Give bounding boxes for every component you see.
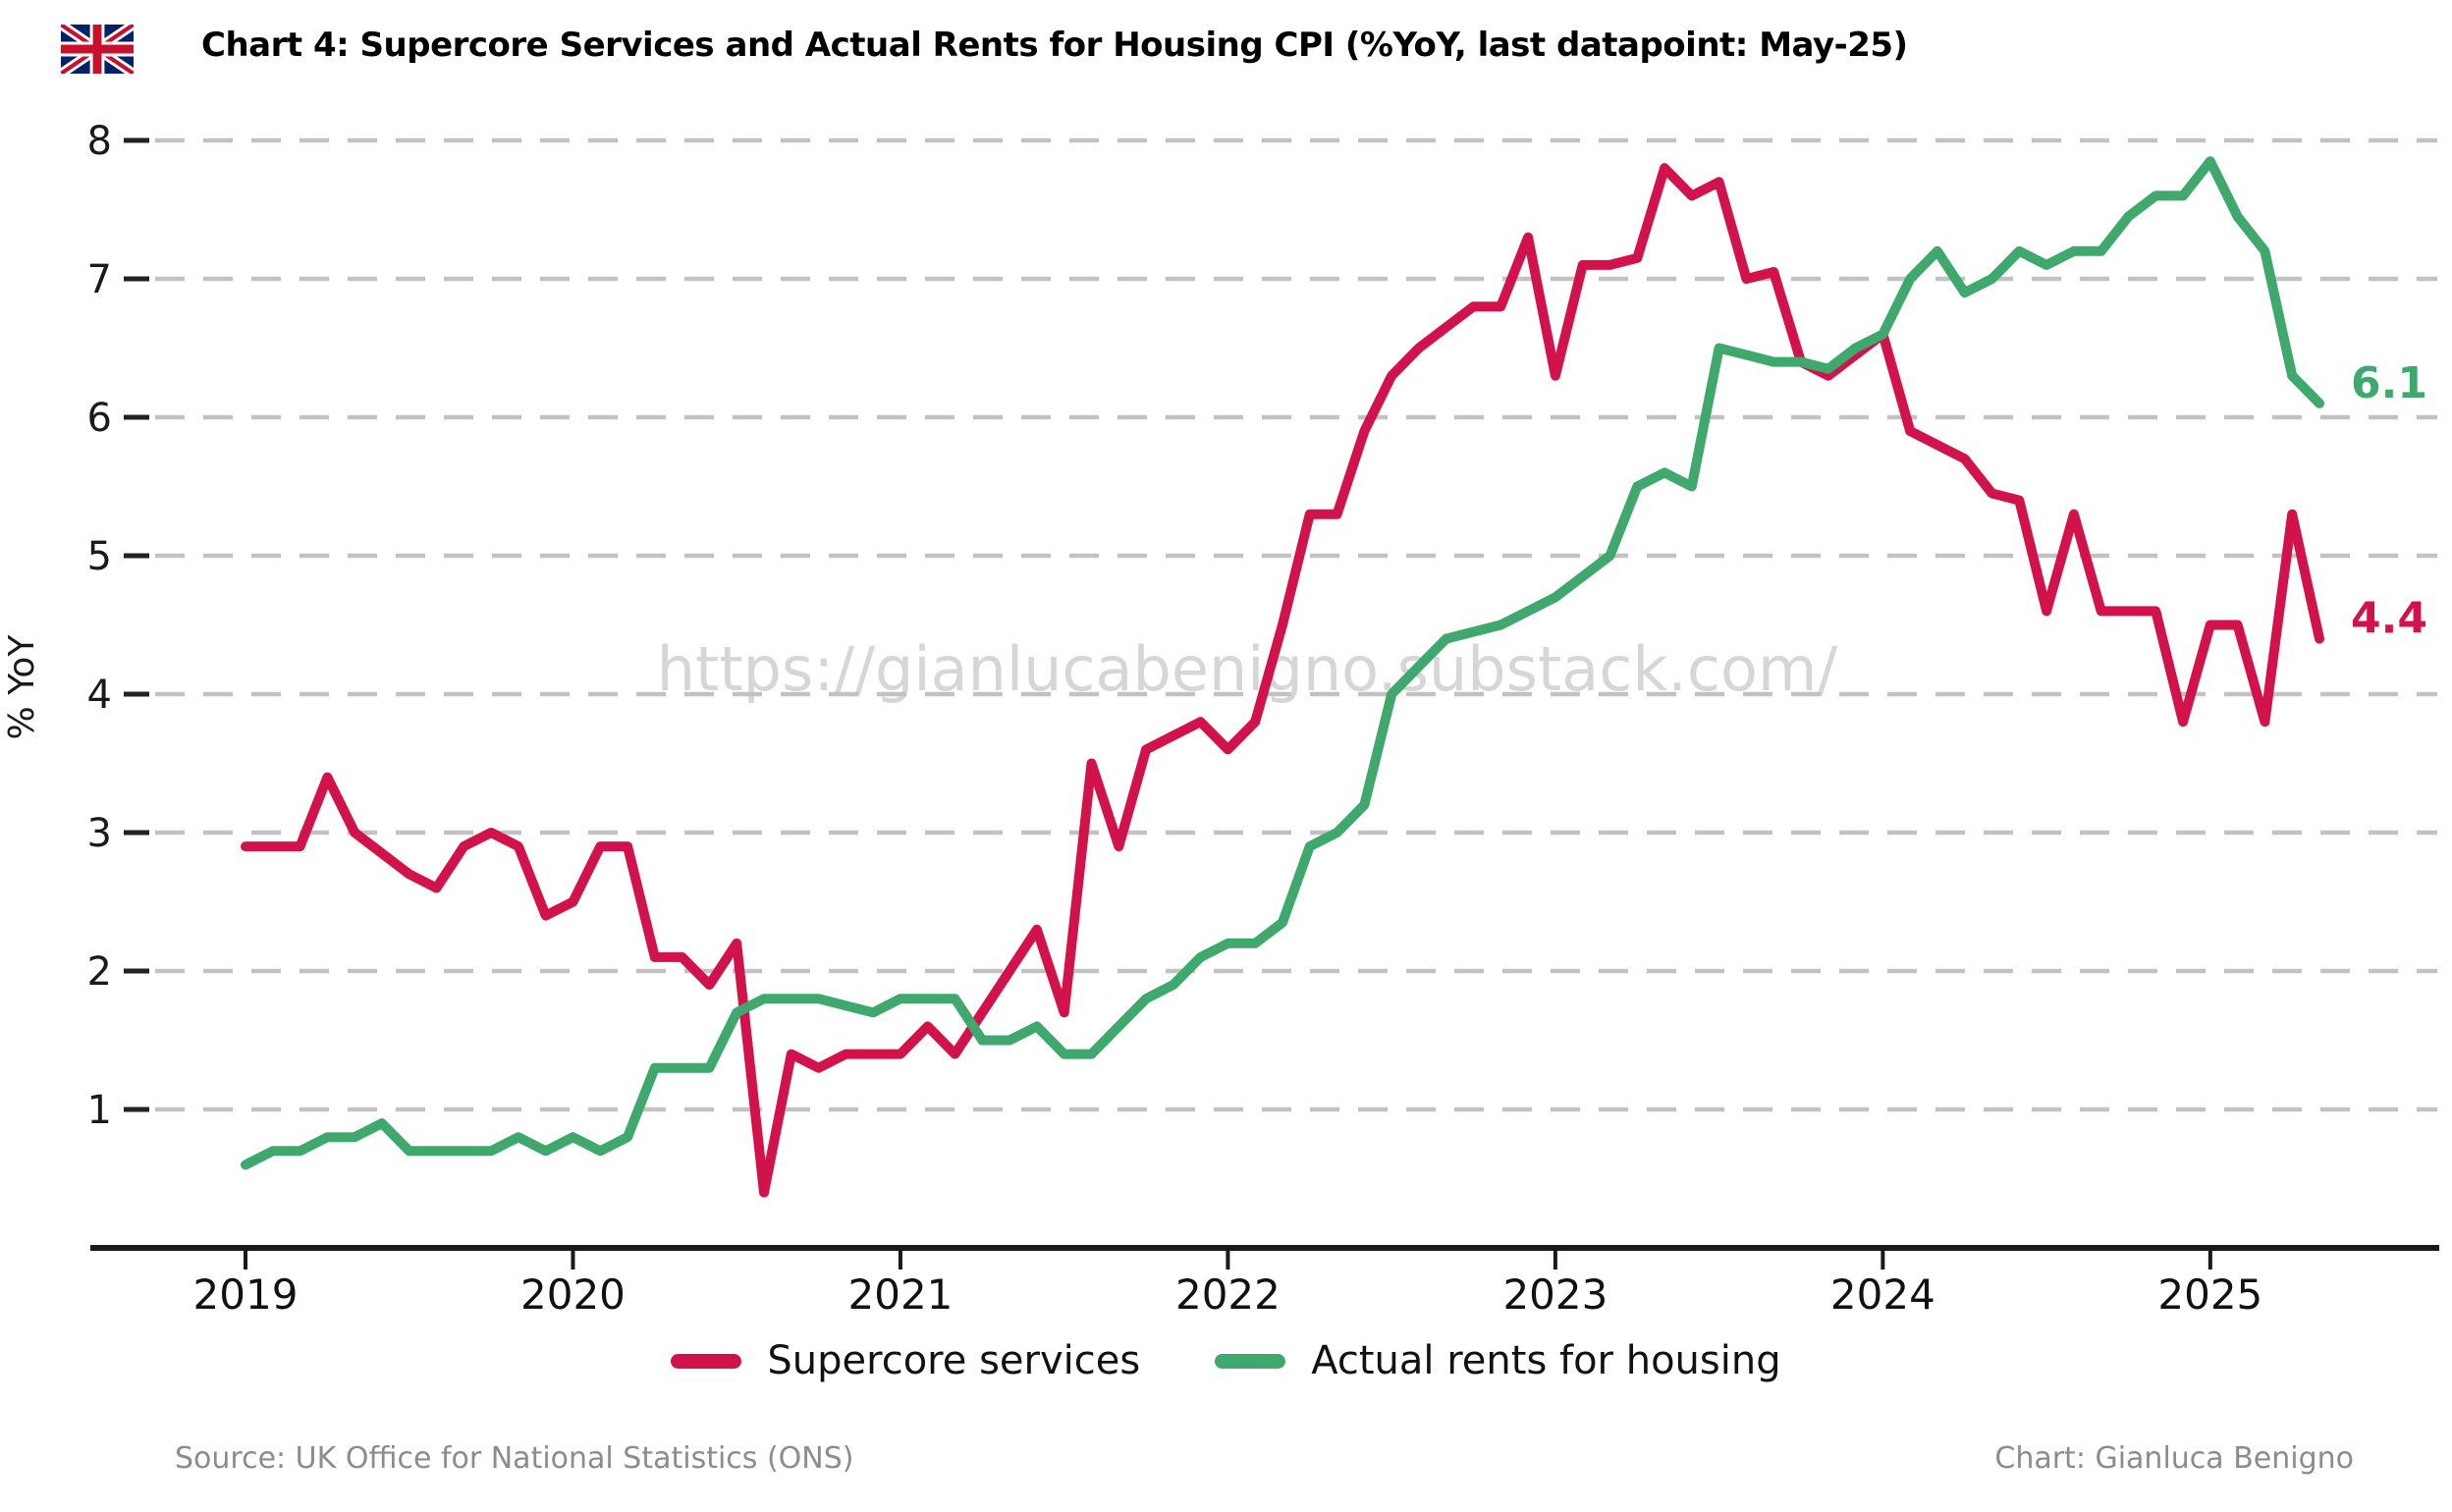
gridlines [155,137,2437,1112]
x-tick-label: 2020 [520,1270,626,1319]
end-label-rents: 6.1 [2351,358,2427,408]
x-tick-label: 2024 [1830,1270,1935,1319]
y-tick-label: 6 [87,396,112,441]
legend-item-rents: Actual rents for housing [1215,1338,1781,1383]
y-tick-label: 8 [87,119,112,164]
x-tick-label: 2022 [1175,1270,1280,1319]
chart-title: Chart 4: Supercore Services and Actual R… [201,26,1908,65]
y-tick-label: 1 [87,1088,112,1133]
end-label-supercore: 4.4 [2351,594,2427,644]
legend-label-rents: Actual rents for housing [1311,1338,1781,1383]
y-axis-title: % YoY [2,634,42,740]
legend-swatch-rents [1215,1353,1286,1369]
footer: Source: UK Office for National Statistic… [0,1441,2452,1476]
x-tick-label: 2019 [193,1270,299,1319]
y-tick-label: 4 [87,673,112,718]
legend: Supercore services Actual rents for hous… [0,1331,2452,1390]
line-rents [241,156,2324,1170]
y-tick-label: 2 [87,949,112,995]
x-tick-label: 2023 [1502,1270,1607,1319]
y-tick-label: 3 [87,811,112,856]
credit-text: Chart: Gianluca Benigno [1994,1441,2354,1476]
legend-item-supercore: Supercore services [671,1338,1140,1383]
source-text: Source: UK Office for National Statistic… [175,1441,854,1476]
end-labels: 4.4 6.1 [2351,358,2427,644]
x-tick-label: 2025 [2157,1270,2262,1319]
y-tick-label: 7 [87,257,112,302]
uk-flag-icon [61,25,134,74]
legend-label-supercore: Supercore services [767,1338,1141,1383]
y-tick-label: 5 [87,534,112,579]
line-supercore [241,163,2324,1198]
data-lines [241,156,2324,1198]
x-tick-label: 2021 [848,1270,954,1319]
legend-swatch-supercore [671,1353,742,1369]
axes: 1 2 3 4 5 6 7 8 2019 2020 2021 2022 2023 2024 2025 [87,119,2439,1319]
